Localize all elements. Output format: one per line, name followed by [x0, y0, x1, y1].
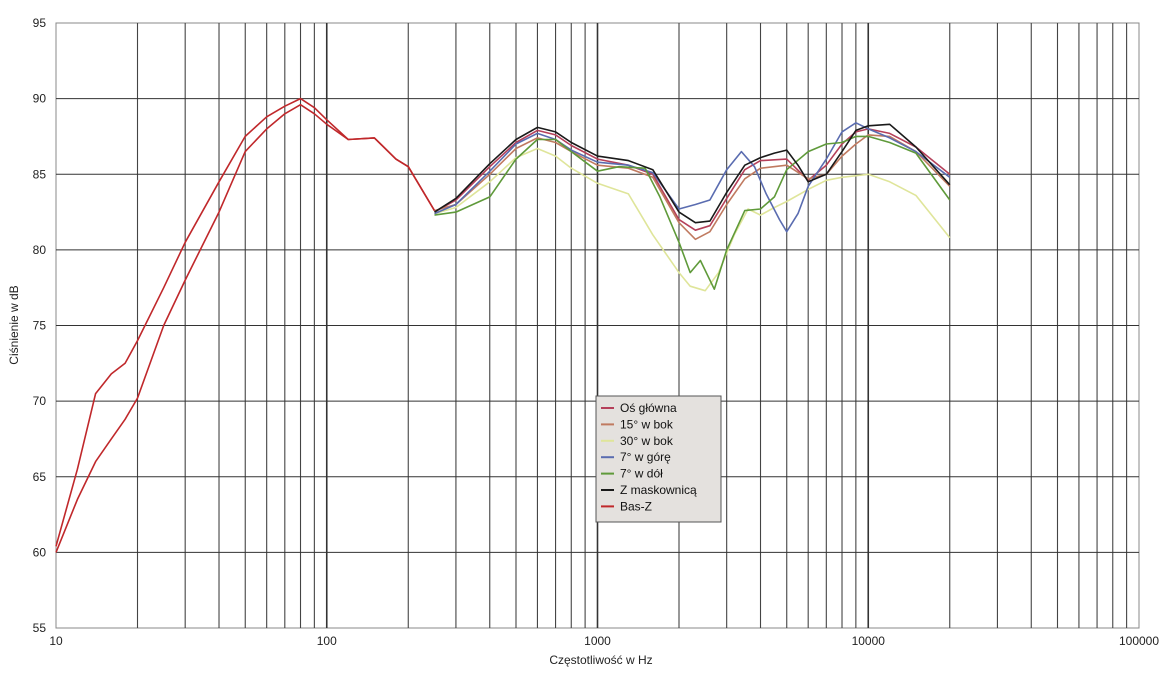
- y-tick-label: 55: [33, 621, 47, 635]
- y-tick-label: 75: [33, 319, 47, 333]
- x-tick-label: 1000: [584, 634, 611, 648]
- x-axis-title: Częstotliwość w Hz: [549, 653, 652, 667]
- y-tick-label: 65: [33, 470, 47, 484]
- x-tick-labels: 10 100 1000 10000 100000: [49, 634, 1159, 648]
- x-tick-label: 10: [49, 634, 63, 648]
- series-line-15-w-bok: [434, 134, 951, 241]
- legend-label: Oś główna: [620, 401, 677, 415]
- series-line-z-maskownic-: [434, 123, 951, 224]
- series-line-bas-z-2: [55, 97, 436, 547]
- legend-label: 7° w dół: [620, 467, 663, 481]
- y-axis-title: Ciśnienie w dB: [7, 285, 21, 364]
- legend-label: 7° w górę: [620, 450, 671, 464]
- series-line-o-g-wna: [434, 128, 951, 231]
- y-tick-label: 60: [33, 545, 47, 559]
- series-lines: [55, 97, 951, 553]
- legend-box: [595, 395, 722, 523]
- legend-label: 30° w bok: [620, 434, 674, 448]
- series-line-7-w-d-: [434, 135, 951, 291]
- legend-label: Bas-Z: [620, 499, 652, 513]
- legend-label: Z maskownicą: [620, 483, 697, 497]
- x-tick-label: 10000: [852, 634, 886, 648]
- y-tick-label: 90: [33, 92, 47, 106]
- series-line-30-w-bok: [434, 147, 951, 292]
- y-tick-label: 80: [33, 243, 47, 257]
- x-tick-label: 100: [317, 634, 337, 648]
- series-line-7-w-g-r-: [434, 122, 951, 233]
- legend-label: 15° w bok: [620, 417, 674, 431]
- y-tick-label: 70: [33, 394, 47, 408]
- legend: Oś główna 15° w bok 30° w bok 7° w górę 7° w…: [595, 395, 722, 523]
- y-tick-label: 85: [33, 167, 47, 181]
- y-tick-label: 95: [33, 16, 47, 30]
- y-tick-labels: 55 60 65 70 75 80 85 90 95: [33, 16, 47, 635]
- x-tick-label: 100000: [1119, 634, 1159, 648]
